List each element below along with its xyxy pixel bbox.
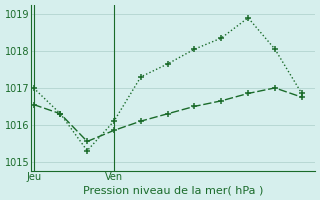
X-axis label: Pression niveau de la mer( hPa ): Pression niveau de la mer( hPa ) bbox=[83, 185, 263, 195]
